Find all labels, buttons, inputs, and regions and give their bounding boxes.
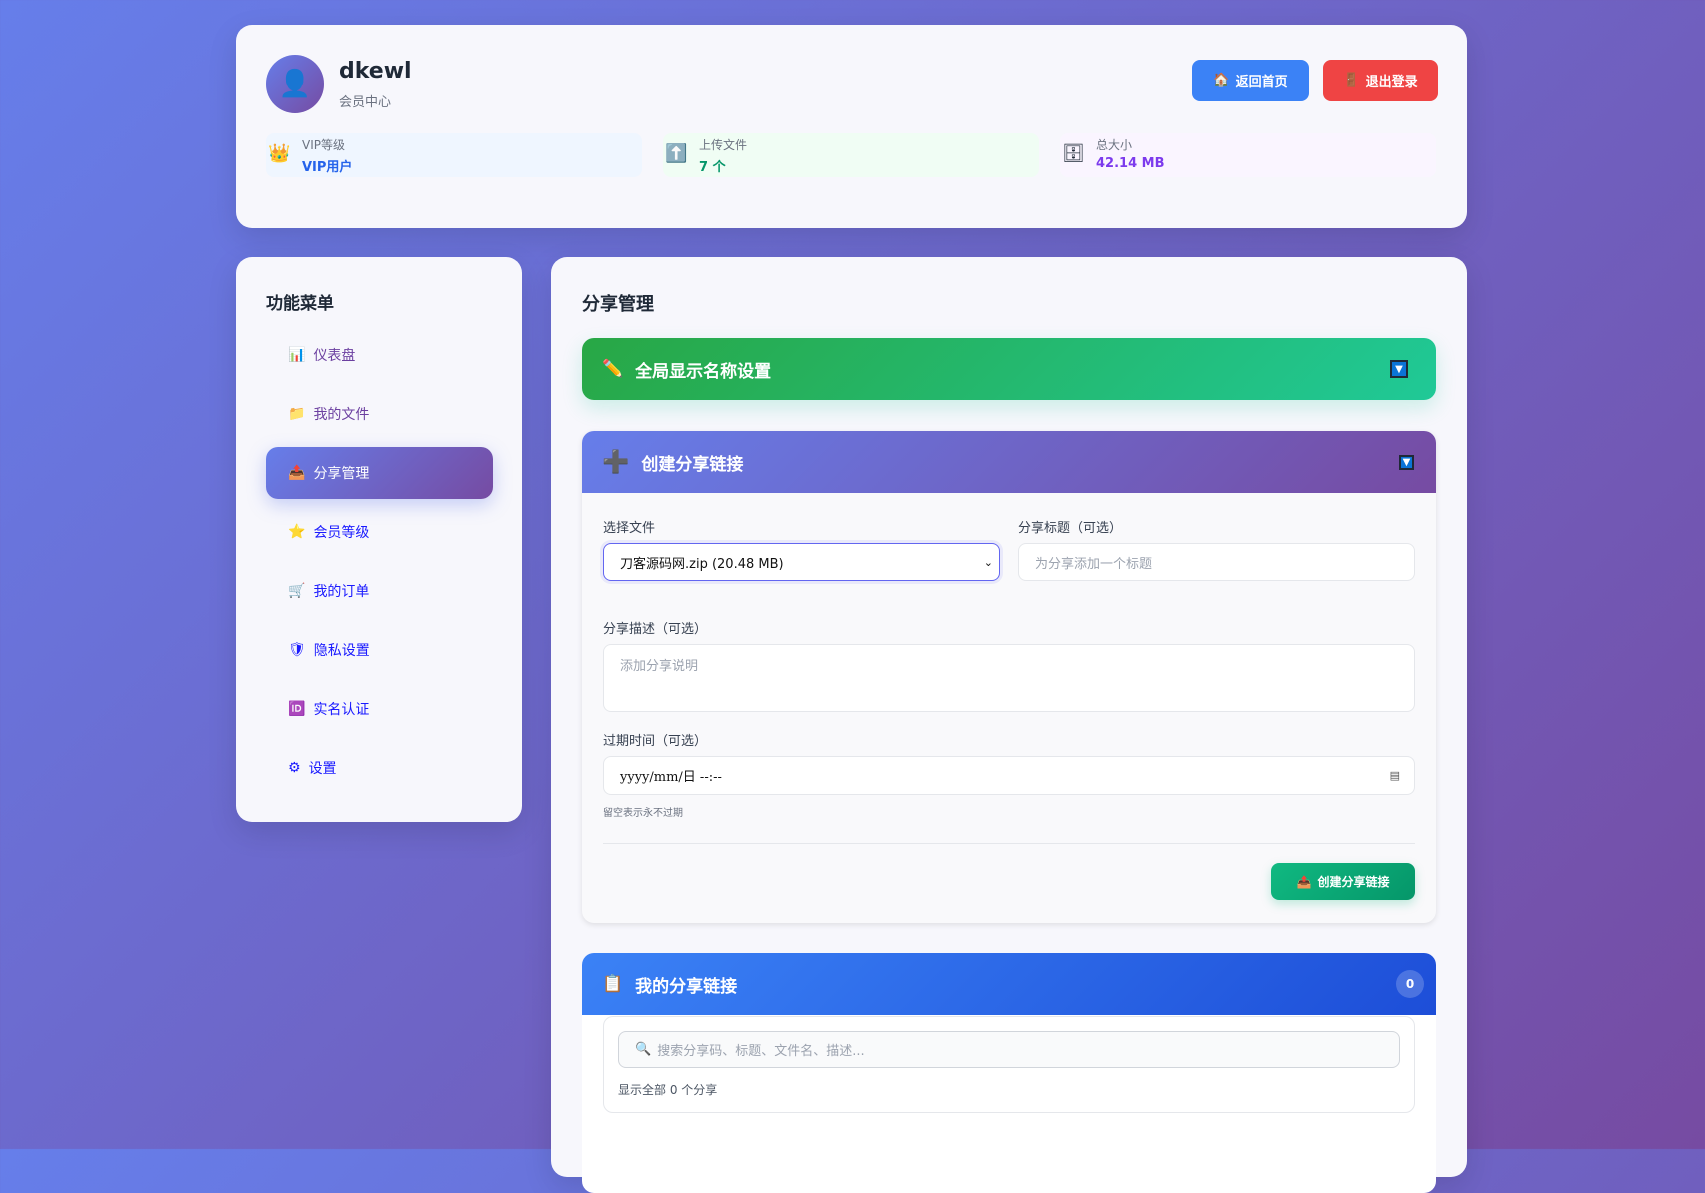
sidebar-item-label: 分享管理 — [313, 466, 370, 482]
door-icon: 🚪 — [1343, 73, 1360, 88]
sidebar-item-label: 仪表盘 — [313, 348, 356, 364]
main-panel: 分享管理 ✏️ 全局显示名称设置 ▼ ➕ 创建分享链接 ▼ 选择文件 刀客源码网.z… — [551, 257, 1467, 1193]
stat-vip: 👑 VIP等级 VIP用户 — [266, 133, 642, 177]
stat-value: 42.14 MB — [1096, 156, 1165, 171]
datetime-value: yyyy/mm/日 --:-- — [620, 770, 722, 785]
share-management-icon: 📤 — [288, 465, 306, 481]
sidebar-item-label: 我的文件 — [313, 407, 370, 423]
user-header-card: 👤 dkewl 会员中心 🏠 返回首页 🚪 退出登录 👑 VIP等级 VIP用户 ⬆️ 上… — [236, 25, 1467, 228]
sidebar-item-label: 隐私设置 — [313, 643, 370, 659]
pencil-icon: ✏️ — [602, 359, 624, 379]
verification-icon: 🆔 — [288, 701, 306, 717]
share-title-input[interactable]: 为分享添加一个标题 — [1018, 543, 1415, 581]
create-share-button[interactable]: 📤 创建分享链接 — [1271, 863, 1415, 900]
sidebar-item-verification[interactable]: 🆔 实名认证 — [266, 683, 493, 735]
page-title: 分享管理 — [582, 294, 654, 315]
create-share-header[interactable]: ➕ 创建分享链接 ▼ — [582, 431, 1436, 493]
search-input[interactable]: 🔍 搜索分享码、标题、文件名、描述... — [618, 1031, 1400, 1068]
share-list-panel: 🔍 搜索分享码、标题、文件名、描述... 显示全部 0 个分享 — [603, 1016, 1415, 1113]
expand-toggle-icon[interactable]: ▼ — [1399, 454, 1414, 470]
home-label: 返回首页 — [1235, 75, 1288, 90]
expire-datetime-input[interactable]: yyyy/mm/日 --:-- ▤ — [603, 756, 1415, 795]
sidebar-item-label: 设置 — [308, 761, 337, 777]
placeholder: 搜索分享码、标题、文件名、描述... — [657, 1044, 865, 1059]
sidebar-item-label: 我的订单 — [313, 584, 370, 600]
my-shares-header: 📋 我的分享链接 0 — [582, 953, 1436, 1015]
stat-label: 上传文件 — [699, 138, 748, 152]
desc-label: 分享描述（可选） — [603, 622, 708, 637]
my-files-icon: 📁 — [288, 406, 306, 422]
user-subtitle: 会员中心 — [339, 95, 392, 110]
search-icon: 🔍 — [635, 1042, 652, 1057]
sidebar-item-settings[interactable]: ⚙ 设置 — [266, 742, 493, 794]
stat-uploads: ⬆️ 上传文件 7 个 — [663, 133, 1039, 177]
username: dkewl — [339, 59, 412, 84]
avatar: 👤 — [266, 55, 324, 113]
crown-icon: 👑 — [268, 143, 291, 164]
stat-value: VIP用户 — [302, 160, 353, 175]
title-label: 分享标题（可选） — [1018, 521, 1123, 536]
sidebar-item-my-files[interactable]: 📁 我的文件 — [266, 388, 493, 440]
upload-icon: ⬆️ — [665, 143, 688, 164]
settings-icon: ⚙ — [288, 760, 301, 776]
stat-label: 总大小 — [1096, 138, 1133, 152]
outbox-icon: 📤 — [1296, 874, 1312, 889]
logout-label: 退出登录 — [1365, 75, 1418, 90]
placeholder: 添加分享说明 — [620, 659, 699, 674]
global-name-settings-header[interactable]: ✏️ 全局显示名称设置 ▼ — [582, 338, 1436, 400]
calendar-icon[interactable]: ▤ — [1389, 769, 1400, 782]
share-description-textarea[interactable]: 添加分享说明 — [603, 644, 1415, 712]
stat-value: 7 个 — [699, 160, 726, 175]
clipboard-icon: 📋 — [602, 974, 624, 994]
create-share-card: ➕ 创建分享链接 ▼ 选择文件 刀客源码网.zip (20.48 MB) ⌄ 分享标… — [582, 431, 1436, 923]
home-button[interactable]: 🏠 返回首页 — [1192, 60, 1309, 101]
logout-button[interactable]: 🚪 退出登录 — [1323, 60, 1438, 101]
sidebar-item-membership[interactable]: ⭐ 会员等级 — [266, 506, 493, 558]
person-icon: 👤 — [278, 69, 312, 99]
membership-icon: ⭐ — [288, 524, 306, 540]
dashboard-icon: 📊 — [288, 347, 306, 363]
share-summary: 显示全部 0 个分享 — [618, 1083, 718, 1097]
sidebar-item-label: 会员等级 — [313, 525, 370, 541]
home-icon: 🏠 — [1213, 73, 1230, 88]
share-count-badge: 0 — [1396, 970, 1424, 998]
chevron-down-icon: ⌄ — [983, 555, 993, 569]
cabinet-icon: 🗄 — [1062, 143, 1085, 164]
my-shares-card: 📋 我的分享链接 0 🔍 搜索分享码、标题、文件名、描述... 显示全部 0 个分享 — [582, 953, 1436, 1193]
sidebar-item-privacy[interactable]: 🛡 隐私设置 — [266, 624, 493, 676]
sidebar: 功能菜单 📊 仪表盘 📁 我的文件 📤 分享管理 ⭐ 会员等级 🛒 我的订单 🛡 隐私设置 🆔 实名认证 ⚙… — [236, 257, 522, 822]
expire-label: 过期时间（可选） — [603, 734, 708, 749]
stat-size: 🗄 总大小 42.14 MB — [1060, 133, 1436, 177]
sidebar-title: 功能菜单 — [266, 294, 334, 314]
expire-hint: 留空表示永不过期 — [603, 808, 683, 819]
sidebar-item-label: 实名认证 — [313, 702, 370, 718]
section-title: 创建分享链接 — [641, 454, 744, 475]
orders-icon: 🛒 — [288, 583, 306, 599]
placeholder: 为分享添加一个标题 — [1035, 556, 1153, 572]
section-title: 我的分享链接 — [635, 976, 738, 997]
file-label: 选择文件 — [603, 521, 656, 536]
sidebar-item-share-management[interactable]: 📤 分享管理 — [266, 447, 493, 499]
file-select-value: 刀客源码网.zip (20.48 MB) — [620, 556, 784, 572]
file-select[interactable]: 刀客源码网.zip (20.48 MB) ⌄ — [603, 543, 1000, 581]
plus-icon: ➕ — [602, 449, 630, 475]
stat-label: VIP等级 — [302, 138, 345, 152]
section-title: 全局显示名称设置 — [635, 361, 772, 382]
sidebar-item-orders[interactable]: 🛒 我的订单 — [266, 565, 493, 617]
privacy-icon: 🛡 — [288, 642, 306, 658]
divider — [603, 843, 1415, 844]
sidebar-item-dashboard[interactable]: 📊 仪表盘 — [266, 329, 493, 381]
create-label: 创建分享链接 — [1317, 875, 1390, 889]
expand-toggle-icon[interactable]: ▼ — [1390, 360, 1408, 378]
